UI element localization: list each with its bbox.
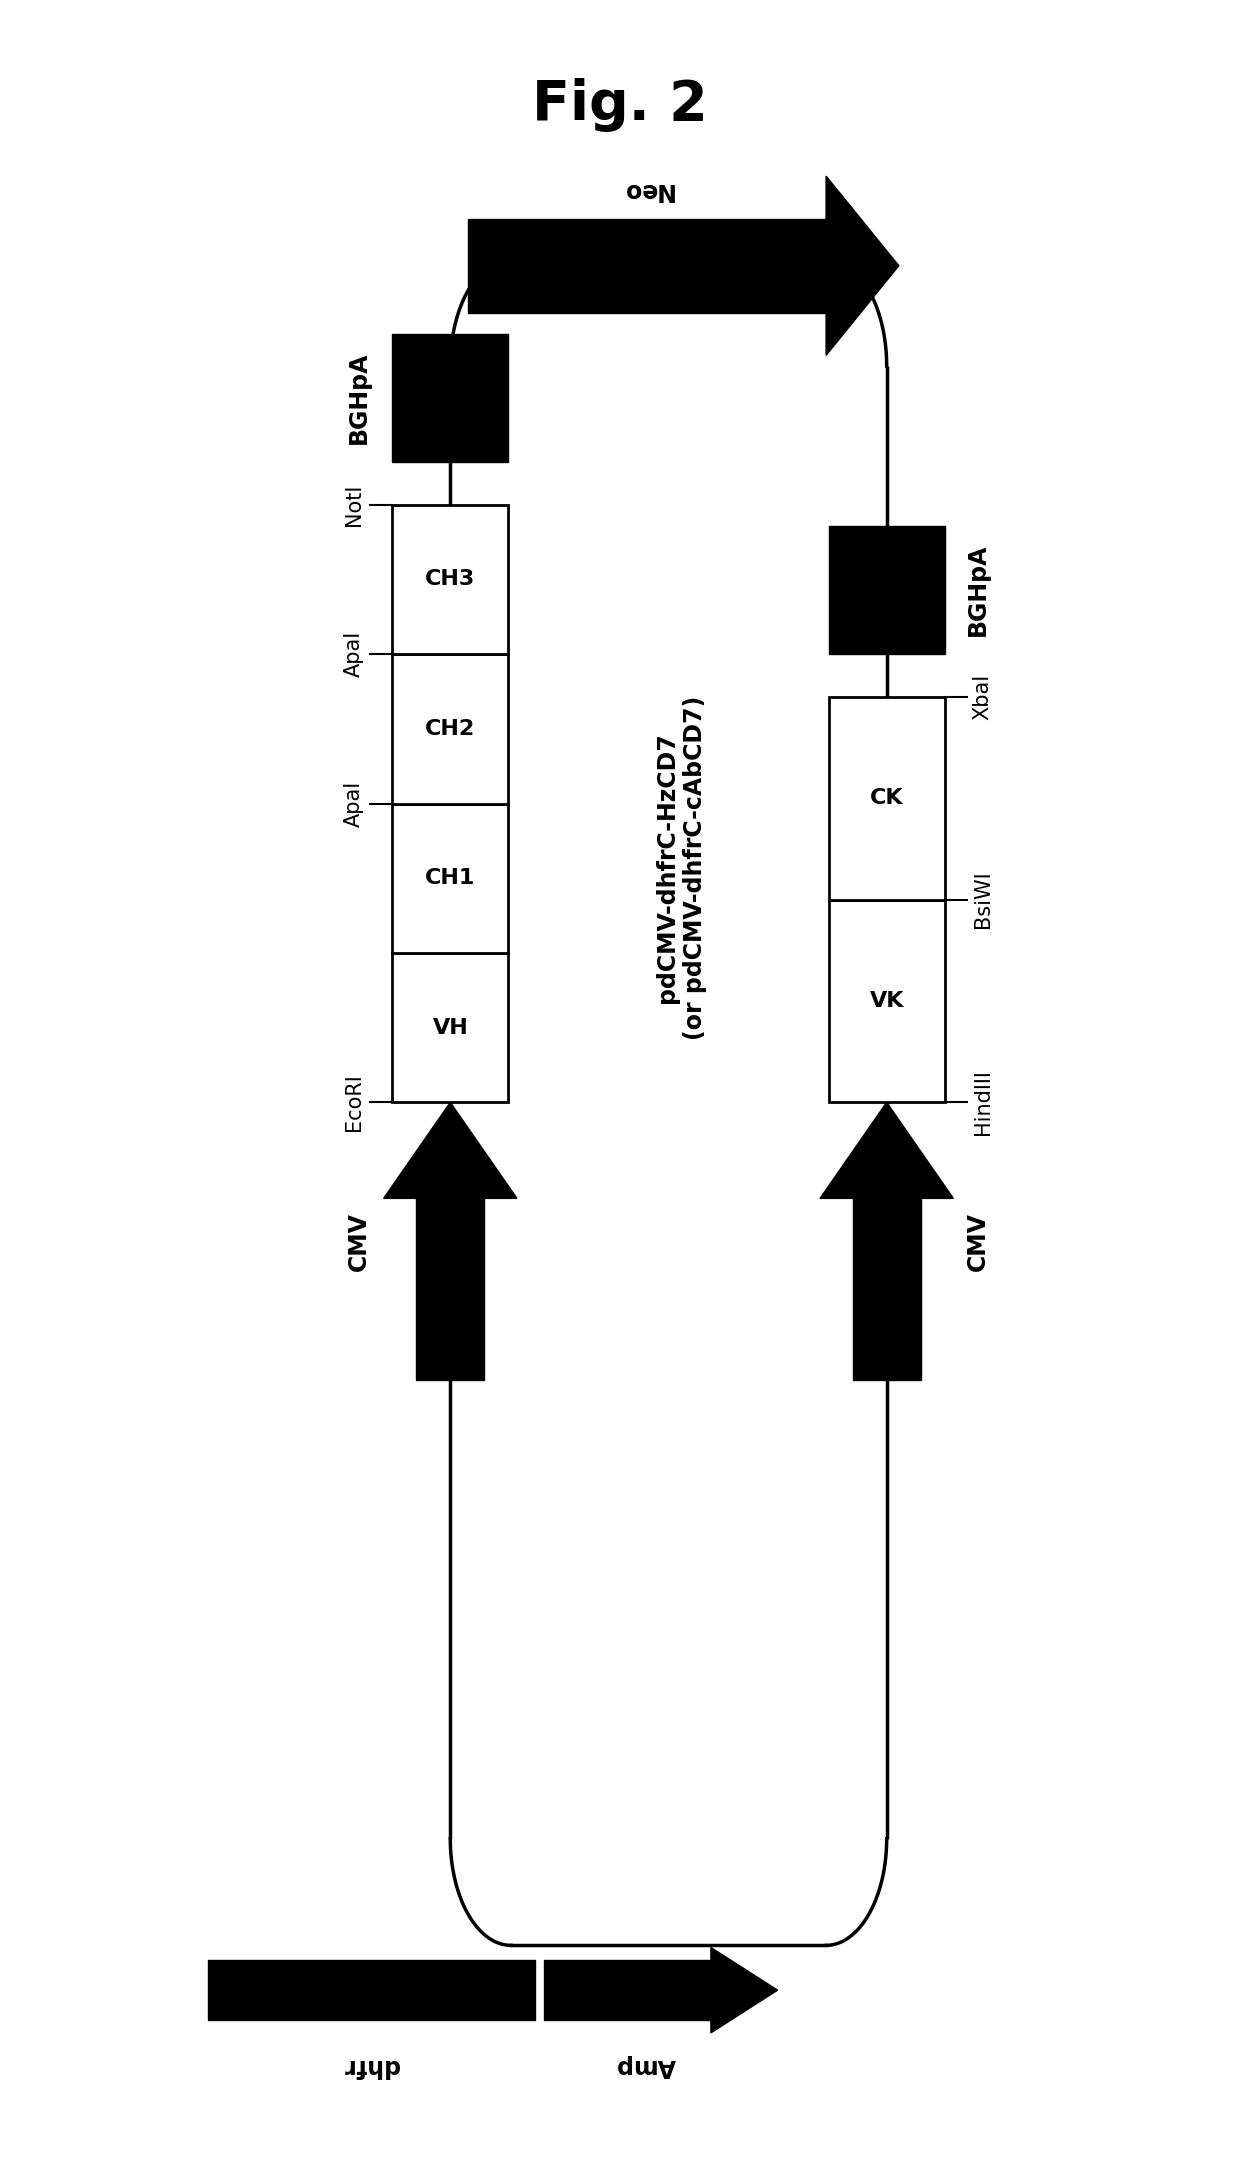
Text: ApaI: ApaI [345,780,365,826]
Polygon shape [853,1198,920,1379]
Text: BsiWI: BsiWI [972,871,993,927]
Text: BGHpA: BGHpA [966,545,990,636]
Text: HindIII: HindIII [972,1070,993,1135]
Text: CH3: CH3 [425,569,475,590]
Polygon shape [469,218,826,313]
Bar [392,804,508,953]
Bar [392,504,508,655]
Text: Fig. 2: Fig. 2 [532,78,708,132]
Text: dhfr: dhfr [343,2054,399,2078]
Polygon shape [383,1103,517,1198]
Bar [208,1961,536,2019]
Text: CH1: CH1 [425,869,475,889]
Text: ApaI: ApaI [345,631,365,677]
Text: CMV: CMV [966,1211,990,1271]
Text: XbaI: XbaI [972,675,993,720]
Polygon shape [820,1103,954,1198]
Text: CK: CK [870,789,904,809]
Text: Amp: Amp [615,2054,676,2078]
Bar [392,953,508,1103]
Text: EcoRI: EcoRI [345,1075,365,1131]
Bar [828,525,945,655]
Text: pdCMV-dhfrC-HzCD7
(or pdCMV-dhfrC-cAbCD7): pdCMV-dhfrC-HzCD7 (or pdCMV-dhfrC-cAbCD7… [655,696,707,1040]
Text: Neo: Neo [621,177,673,201]
Text: VK: VK [869,990,904,1012]
Bar [392,655,508,804]
Text: NotI: NotI [345,484,365,525]
Bar [828,696,945,899]
Text: BGHpA: BGHpA [347,352,371,443]
Bar [392,333,508,463]
Polygon shape [826,175,899,355]
Text: CMV: CMV [347,1211,371,1271]
Bar [543,1961,711,2019]
Polygon shape [417,1198,485,1379]
Text: CH2: CH2 [425,718,475,739]
Polygon shape [711,1948,777,2032]
Text: VH: VH [433,1018,469,1038]
Bar [828,899,945,1103]
